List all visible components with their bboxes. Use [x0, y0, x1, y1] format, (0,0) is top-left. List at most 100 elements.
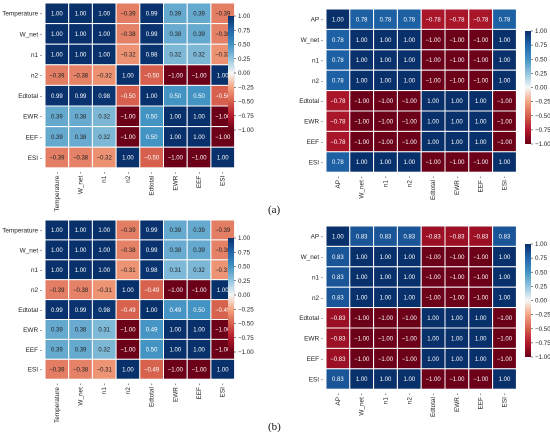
- cell-value-label: 0.50: [193, 308, 205, 314]
- cell-value-label: 1.00: [403, 38, 415, 44]
- heatmap-cell: [210, 358, 236, 380]
- cell-value-label: 0.31: [98, 328, 110, 334]
- cell-value-label: −0.50: [144, 156, 160, 162]
- cell-value-label: −1.00: [120, 135, 136, 141]
- cell-value-label: −0.83: [449, 234, 465, 240]
- cell-value-label: −1.00: [426, 275, 442, 281]
- cell-value-label: −1.00: [449, 160, 465, 166]
- col-label-w-net: W_net -: [359, 176, 366, 198]
- cell-value-label: 1.00: [98, 12, 110, 18]
- heatmap-svg: 1.00 0.83 0.83 0.83 −0.83 −0.83 −0.83 0.83 0.83 1…: [299, 225, 550, 417]
- cell-value-label: 0.50: [193, 94, 205, 100]
- cell-value-label: 0.83: [332, 255, 344, 261]
- cell-value-label: −0.39: [49, 156, 65, 162]
- cell-value-label: 0.39: [170, 228, 182, 234]
- col-label-ewr: EWR -: [172, 172, 179, 191]
- cell-value-label: −1.00: [449, 38, 465, 44]
- cell-value-label: −1.00: [378, 336, 394, 342]
- col-label-n1: n1 -: [101, 383, 108, 394]
- row-label-esi: ESI -: [309, 376, 323, 383]
- cell-value-label: 1.00: [356, 160, 368, 166]
- colorbar-tick-label: 0.75: [535, 255, 548, 262]
- cell-value-label: 0.83: [356, 234, 368, 240]
- colorbar-tick-label: −1.00: [535, 141, 550, 148]
- colorbar-tick-label: −0.25: [238, 84, 254, 91]
- col-label-edtotal: Edtotal -: [430, 176, 437, 200]
- cell-value-label: −1.00: [449, 275, 465, 281]
- cell-value-label: 0.38: [170, 32, 182, 38]
- cell-value-label: 1.00: [427, 316, 439, 322]
- cell-value-label: 1.00: [380, 58, 392, 64]
- colorbar: [525, 244, 531, 357]
- cell-value-label: −1.00: [426, 255, 442, 261]
- cell-value-label: 0.32: [170, 53, 182, 59]
- cell-value-label: −0.50: [215, 94, 231, 100]
- colorbar-tick-label: 0.25: [238, 278, 251, 285]
- cell-value-label: −0.83: [426, 234, 442, 240]
- cell-value-label: −1.00: [449, 79, 465, 85]
- cell-value-label: 1.00: [380, 377, 392, 383]
- cell-value-label: 1.00: [170, 328, 182, 334]
- col-label-w-net: W_net -: [78, 172, 85, 194]
- colorbar-tick-label: −0.50: [238, 99, 254, 106]
- colorbar-tick-label: −1.00: [238, 349, 254, 356]
- cell-value-label: 1.00: [98, 228, 110, 234]
- cell-value-label: 0.39: [193, 12, 205, 18]
- row-label-temperature: Temperature -: [2, 11, 42, 18]
- cell-value-label: 1.00: [475, 99, 487, 105]
- colorbar-tick-label: 0.00: [238, 292, 251, 299]
- cell-value-label: −0.38: [215, 32, 231, 38]
- colorbar-tick-label: 1.00: [238, 13, 251, 20]
- colorbar-tick-label: −0.75: [535, 340, 550, 347]
- cell-value-label: 1.00: [51, 268, 63, 274]
- cell-value-label: 1.00: [75, 268, 87, 274]
- cell-value-label: 1.00: [51, 228, 63, 234]
- cell-value-label: 0.78: [332, 38, 344, 44]
- cell-value-label: 1.00: [170, 115, 182, 121]
- row-label-ap: AP -: [311, 234, 323, 241]
- row-label-n2: n2 -: [312, 295, 323, 302]
- cell-value-label: 0.32: [98, 135, 110, 141]
- cell-value-label: −0.38: [215, 248, 231, 254]
- cell-value-label: 1.00: [427, 119, 439, 125]
- row-label-ewr: EWR -: [23, 327, 42, 334]
- cell-value-label: −1.00: [402, 99, 418, 105]
- cell-value-label: 1.00: [51, 248, 63, 254]
- colorbar-tick-label: 1.00: [238, 235, 251, 242]
- cell-value-label: 1.00: [98, 53, 110, 59]
- cell-value-label: 1.00: [403, 377, 415, 383]
- cell-value-label: 0.83: [332, 377, 344, 383]
- cell-value-label: 1.00: [451, 119, 463, 125]
- cell-value-label: −1.00: [215, 135, 231, 141]
- row-label-esi: ESI -: [28, 367, 42, 374]
- cell-value-label: 1.00: [475, 357, 487, 363]
- cell-value-label: 1.00: [499, 255, 511, 261]
- cell-value-label: 0.39: [51, 115, 63, 121]
- cell-value-label: 0.39: [75, 348, 87, 354]
- cell-value-label: −0.49: [120, 308, 136, 314]
- cell-value-label: −0.31: [215, 268, 231, 274]
- row-label-w-net: W_net -: [20, 31, 42, 38]
- colorbar: [228, 238, 234, 352]
- colorbar-tick-label: 1.00: [535, 241, 548, 248]
- row-label-edtotal: Edtotal -: [299, 98, 323, 105]
- row-label-n2: n2 -: [31, 73, 42, 80]
- col-label-w-net: W_net -: [359, 393, 366, 415]
- cell-value-label: −1.00: [354, 140, 370, 146]
- cell-value-label: −1.00: [426, 58, 442, 64]
- cell-value-label: 0.32: [193, 53, 205, 59]
- cell-value-label: 1.00: [499, 160, 511, 166]
- row-label-ap: AP -: [311, 17, 323, 24]
- cell-value-label: 1.00: [51, 53, 63, 59]
- cell-value-label: 0.83: [380, 234, 392, 240]
- cell-value-label: 1.00: [403, 296, 415, 302]
- cell-value-label: −1.00: [354, 316, 370, 322]
- cell-value-label: 1.00: [146, 94, 158, 100]
- cell-value-label: 1.00: [475, 119, 487, 125]
- cell-value-label: 0.38: [170, 248, 182, 254]
- cell-value-label: −1.00: [473, 79, 489, 85]
- cell-value-label: −0.38: [120, 32, 136, 38]
- cell-value-label: 1.00: [193, 135, 205, 141]
- cell-value-label: −1.00: [497, 357, 513, 363]
- cell-value-label: 1.00: [193, 328, 205, 334]
